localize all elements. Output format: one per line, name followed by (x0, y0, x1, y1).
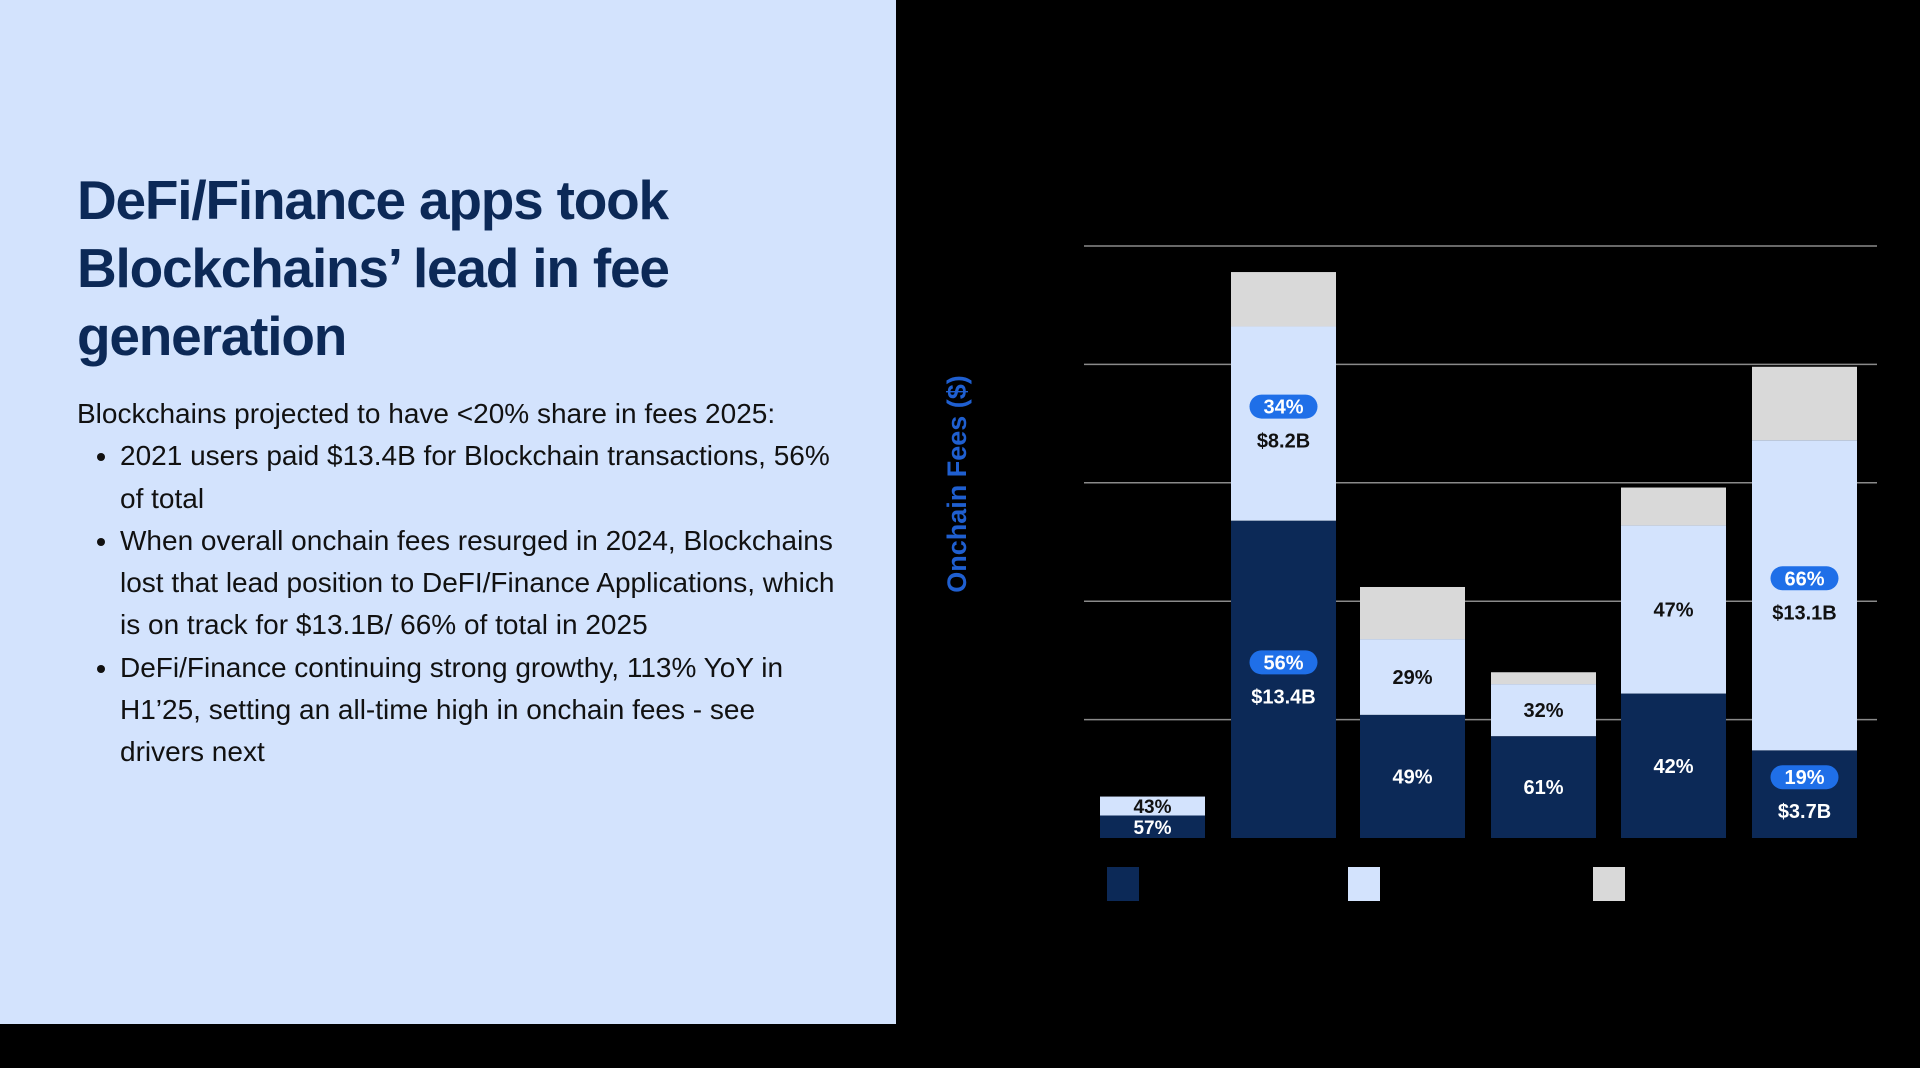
bar-segment-light (1100, 796, 1205, 816)
percent-pill (1249, 650, 1318, 675)
percent-label: 49% (1392, 766, 1432, 788)
percent-label: 19% (1784, 767, 1824, 789)
bullet-item: DeFi/Finance continuing strong growthy, … (120, 647, 837, 774)
percent-label: 32% (1523, 700, 1563, 722)
percent-pill (1249, 394, 1318, 419)
bar-segment-light (1621, 525, 1726, 694)
bar-segment-light (1231, 326, 1336, 521)
percent-label: 56% (1263, 652, 1303, 674)
bar-segment-dark (1621, 693, 1726, 838)
bullet-list: 2021 users paid $13.4B for Blockchain tr… (77, 435, 837, 773)
bar-segment-other (1360, 586, 1465, 640)
bar-segment-light (1360, 639, 1465, 715)
amount-label: $13.1B (1772, 602, 1837, 624)
bar-segment-other (1752, 366, 1857, 441)
percent-label: 61% (1523, 777, 1563, 799)
y-axis-label: Onchain Fees ($) (942, 375, 972, 593)
bar-segment-other (1231, 272, 1336, 327)
percent-label: 47% (1653, 599, 1693, 621)
bar-segment-dark (1100, 815, 1205, 838)
amount-label: $8.2B (1257, 431, 1310, 453)
text-panel (0, 0, 896, 1024)
bar-segment-other (1621, 487, 1726, 526)
amount-label: $3.7B (1778, 801, 1831, 823)
bar-segment-dark (1491, 736, 1596, 838)
legend-swatch-dark (1107, 867, 1139, 901)
legend-swatch-light (1348, 867, 1380, 901)
intro-text: Blockchains projected to have <20% share… (77, 398, 776, 429)
percent-label: 42% (1653, 756, 1693, 778)
percent-label: 29% (1392, 667, 1432, 689)
bar-segment-dark (1231, 520, 1336, 838)
bar-segment-other (1491, 672, 1596, 685)
percent-label: 66% (1784, 568, 1824, 590)
bar-segment-light (1752, 440, 1857, 751)
bullet-item: 2021 users paid $13.4B for Blockchain tr… (120, 435, 837, 520)
summary-text: Blockchains projected to have <20% share… (77, 393, 837, 774)
percent-label: 57% (1133, 818, 1171, 839)
percent-label: 43% (1133, 797, 1171, 818)
legend-swatch-other (1593, 867, 1625, 901)
percent-pill (1770, 765, 1839, 790)
percent-pill (1770, 566, 1839, 591)
bar-segment-light (1491, 684, 1596, 737)
bar-segment-dark (1752, 750, 1857, 838)
page-title: DeFi/Finance apps took Blockchains’ lead… (77, 169, 670, 367)
bullet-item: When overall onchain fees resurged in 20… (120, 520, 837, 647)
percent-label: 34% (1263, 397, 1303, 419)
bar-segment-dark (1360, 714, 1465, 838)
amount-label: $13.4B (1251, 686, 1316, 708)
